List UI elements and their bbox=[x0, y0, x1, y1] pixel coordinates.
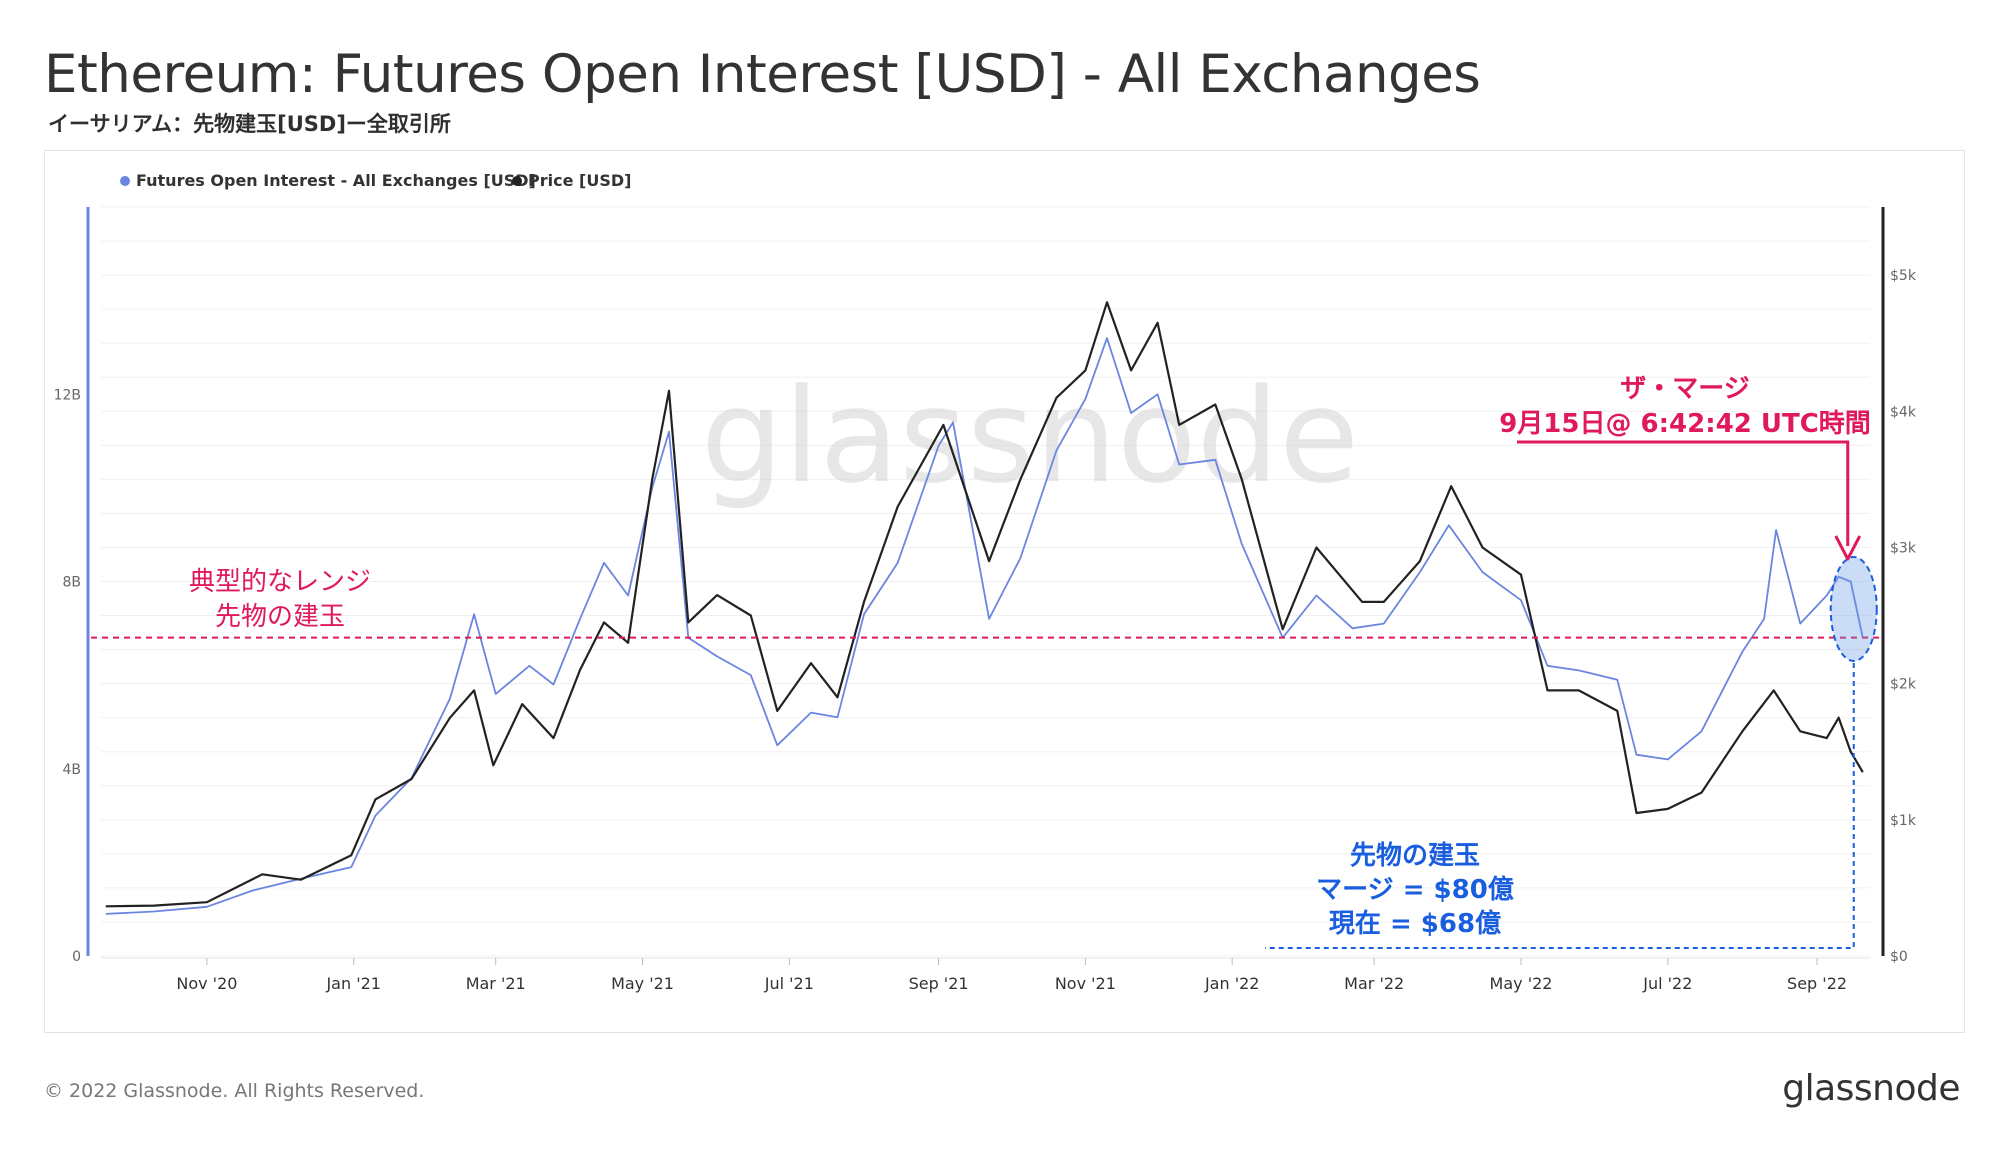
y-right-tick-label: $4k bbox=[1890, 404, 1917, 420]
chart-container: glassnode 0 4B 8B 12B $0 $1k $2k $3k $4k $5k Nov '… bbox=[44, 150, 1965, 1033]
x-tick-label: Nov '21 bbox=[1055, 974, 1116, 993]
merge-label: 9月15日@ 6:42:42 UTC時間 bbox=[1499, 409, 1871, 439]
merge-label: ザ・マージ bbox=[1620, 374, 1749, 404]
x-tick-label: Jan '21 bbox=[325, 974, 381, 993]
legend-label-open-interest: Futures Open Interest - All Exchanges [U… bbox=[136, 171, 536, 190]
glassnode-watermark: glassnode bbox=[701, 360, 1359, 512]
glassnode-logo: glassnode bbox=[1782, 1068, 1960, 1109]
y-right-tick-label: $3k bbox=[1890, 540, 1917, 556]
page-subtitle: イーサリアム：先物建玉[USD]ー全取引所 bbox=[48, 112, 451, 136]
page-title: Ethereum: Futures Open Interest [USD] - … bbox=[44, 44, 1481, 105]
x-tick-label: Nov '20 bbox=[176, 974, 237, 993]
footer-copyright: © 2022 Glassnode. All Rights Reserved. bbox=[44, 1080, 425, 1102]
open-interest-series-line bbox=[105, 337, 1864, 915]
y-right-tick-label: $0 bbox=[1890, 949, 1908, 965]
typical-range-label: 典型的なレンジ bbox=[189, 567, 371, 597]
open-interest-note-label: 現在 = $68億 bbox=[1329, 909, 1501, 939]
open-interest-bracket bbox=[1265, 663, 1855, 949]
x-tick-label: Jul '21 bbox=[764, 974, 814, 993]
open-interest-note-label: マージ = $80億 bbox=[1316, 875, 1514, 905]
typical-range-label: 先物の建玉 bbox=[215, 602, 345, 632]
merge-arrow-head bbox=[1834, 535, 1862, 561]
y-right-tick-label: $1k bbox=[1890, 813, 1917, 829]
chart-legend: Futures Open Interest - All Exchanges [U… bbox=[120, 171, 631, 190]
x-tick-label: Mar '21 bbox=[466, 974, 526, 993]
chart-axes: 0 4B 8B 12B $0 $1k $2k $3k $4k $5k Nov '20 Jan '21 M… bbox=[54, 207, 1917, 993]
y-right-tick-label: $2k bbox=[1890, 677, 1917, 693]
price-series-line bbox=[105, 301, 1864, 908]
x-tick-label: Sep '22 bbox=[1787, 974, 1847, 993]
x-tick-label: Jan '22 bbox=[1204, 974, 1260, 993]
legend-label-price: Price [USD] bbox=[528, 171, 631, 190]
chart-series bbox=[105, 301, 1864, 915]
x-tick-label: May '22 bbox=[1490, 974, 1553, 993]
x-tick-label: Sep '21 bbox=[909, 974, 969, 993]
x-tick-label: Mar '22 bbox=[1344, 974, 1404, 993]
x-tick-label: Jul '22 bbox=[1642, 974, 1692, 993]
y-left-tick-label: 12B bbox=[54, 387, 81, 403]
merge-highlight-ellipse bbox=[1829, 556, 1878, 662]
legend-marker-open-interest bbox=[120, 176, 130, 186]
y-right-tick-label: $5k bbox=[1890, 268, 1917, 284]
legend-marker-price bbox=[512, 176, 522, 186]
x-tick-label: May '21 bbox=[611, 974, 674, 993]
chart-svg: glassnode 0 4B 8B 12B $0 $1k $2k $3k $4k $5k Nov '… bbox=[54, 171, 1917, 993]
y-left-tick-label: 4B bbox=[62, 762, 81, 778]
open-interest-note-label: 先物の建玉 bbox=[1350, 841, 1480, 871]
merge-arrow-line bbox=[1517, 440, 1850, 546]
y-left-tick-label: 0 bbox=[72, 949, 81, 965]
y-left-tick-label: 8B bbox=[62, 575, 81, 591]
